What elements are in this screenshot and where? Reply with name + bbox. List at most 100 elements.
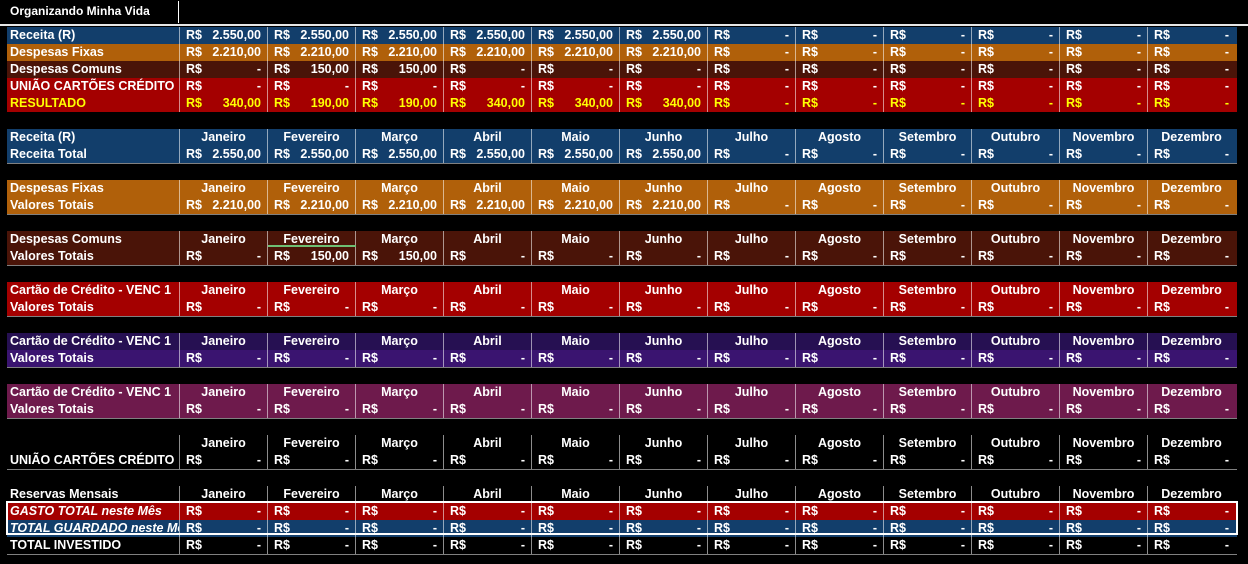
value-cell[interactable]: R$ - (1059, 248, 1147, 265)
value-cell[interactable]: R$ - (883, 537, 971, 554)
value-cell[interactable]: R$ - (707, 299, 795, 316)
month-header-cell[interactable]: Novembro (1059, 333, 1147, 350)
month-header-cell[interactable]: Abril (443, 333, 531, 350)
value-cell[interactable]: R$ - (883, 78, 971, 95)
value-cell[interactable]: R$ - (1059, 299, 1147, 316)
month-header-cell[interactable]: Setembro (883, 486, 971, 503)
month-header-cell[interactable]: Setembro (883, 333, 971, 350)
value-cell[interactable]: R$ - (179, 61, 267, 78)
value-cell[interactable]: R$ 190,00 (355, 95, 443, 112)
value-cell[interactable]: R$ 150,00 (267, 61, 355, 78)
month-header-cell[interactable]: Fevereiro (267, 486, 355, 503)
month-header-cell[interactable]: Março (355, 333, 443, 350)
value-cell[interactable]: R$ - (1147, 61, 1235, 78)
value-cell[interactable]: R$ - (971, 197, 1059, 214)
month-header-cell[interactable]: Junho (619, 231, 707, 248)
value-cell[interactable]: R$ - (1147, 503, 1235, 520)
value-cell[interactable]: R$ - (1059, 44, 1147, 61)
month-header-cell[interactable]: Março (355, 384, 443, 401)
value-cell[interactable]: R$ 2.210,00 (531, 44, 619, 61)
value-cell[interactable]: R$ - (795, 197, 883, 214)
row-label-cell[interactable]: Valores Totais (10, 402, 94, 416)
value-cell[interactable]: R$ 340,00 (619, 95, 707, 112)
month-header-cell[interactable]: Setembro (883, 231, 971, 248)
row-label-cell[interactable]: Receita Total (10, 147, 87, 161)
value-cell[interactable]: R$ - (883, 503, 971, 520)
month-header-cell[interactable]: Abril (443, 384, 531, 401)
month-header-cell[interactable]: Abril (443, 129, 531, 146)
value-cell[interactable]: R$ 2.550,00 (443, 27, 531, 44)
month-header-cell[interactable]: Julho (707, 231, 795, 248)
month-header-cell[interactable]: Julho (707, 384, 795, 401)
value-cell[interactable]: R$ - (1147, 95, 1235, 112)
value-cell[interactable]: R$ - (795, 44, 883, 61)
row-label-cell[interactable]: TOTAL INVESTIDO (10, 538, 122, 552)
value-cell[interactable]: R$ - (971, 350, 1059, 367)
row-label-cell[interactable]: Valores Totais (10, 249, 94, 263)
month-header-cell[interactable]: Janeiro (179, 384, 267, 401)
value-cell[interactable]: R$ - (179, 248, 267, 265)
value-cell[interactable]: R$ - (267, 299, 355, 316)
value-cell[interactable]: R$ - (531, 452, 619, 469)
month-header-cell[interactable]: Fevereiro (267, 180, 355, 197)
value-cell[interactable]: R$ - (707, 78, 795, 95)
value-cell[interactable]: R$ - (179, 452, 267, 469)
month-header-cell[interactable]: Novembro (1059, 486, 1147, 503)
value-cell[interactable]: R$ - (971, 452, 1059, 469)
value-cell[interactable]: R$ - (883, 61, 971, 78)
value-cell[interactable]: R$ - (795, 146, 883, 163)
month-header-cell[interactable]: Março (355, 180, 443, 197)
value-cell[interactable]: R$ - (179, 503, 267, 520)
value-cell[interactable]: R$ 340,00 (443, 95, 531, 112)
month-header-cell[interactable]: Outubro (971, 384, 1059, 401)
value-cell[interactable]: R$ - (883, 452, 971, 469)
month-header-cell[interactable]: Janeiro (179, 180, 267, 197)
value-cell[interactable]: R$ - (883, 197, 971, 214)
value-cell[interactable]: R$ 2.550,00 (267, 27, 355, 44)
value-cell[interactable]: R$ - (971, 61, 1059, 78)
value-cell[interactable]: R$ - (795, 452, 883, 469)
value-cell[interactable]: R$ - (1147, 401, 1235, 418)
value-cell[interactable]: R$ - (1059, 350, 1147, 367)
month-header-cell[interactable]: Junho (619, 435, 707, 452)
value-cell[interactable]: R$ - (1059, 197, 1147, 214)
value-cell[interactable]: R$ - (971, 248, 1059, 265)
row-label-cell[interactable]: Despesas Fixas (10, 45, 104, 59)
value-cell[interactable]: R$ - (971, 78, 1059, 95)
value-cell[interactable]: R$ - (1147, 27, 1235, 44)
row-label-cell[interactable]: Valores Totais (10, 351, 94, 365)
value-cell[interactable]: R$ - (971, 299, 1059, 316)
value-cell[interactable]: R$ - (1059, 95, 1147, 112)
value-cell[interactable]: R$ - (619, 503, 707, 520)
value-cell[interactable]: R$ - (355, 299, 443, 316)
section-header-cell[interactable]: Despesas Comuns (10, 232, 122, 246)
month-header-cell[interactable]: Abril (443, 180, 531, 197)
value-cell[interactable]: R$ 2.550,00 (179, 146, 267, 163)
value-cell[interactable]: R$ - (1147, 44, 1235, 61)
value-cell[interactable]: R$ - (1147, 537, 1235, 554)
month-header-cell[interactable]: Julho (707, 333, 795, 350)
month-header-cell[interactable]: Junho (619, 333, 707, 350)
month-header-cell[interactable]: Março (355, 486, 443, 503)
month-header-cell[interactable]: Outubro (971, 180, 1059, 197)
value-cell[interactable]: R$ 2.210,00 (355, 197, 443, 214)
value-cell[interactable]: R$ - (707, 61, 795, 78)
month-header-cell[interactable]: Dezembro (1147, 282, 1235, 299)
value-cell[interactable]: R$ - (1147, 248, 1235, 265)
month-header-cell[interactable]: Março (355, 231, 443, 248)
value-cell[interactable]: R$ - (531, 248, 619, 265)
month-header-cell[interactable]: Dezembro (1147, 129, 1235, 146)
value-cell[interactable]: R$ - (883, 27, 971, 44)
value-cell[interactable]: R$ - (795, 248, 883, 265)
value-cell[interactable]: R$ - (619, 78, 707, 95)
month-header-cell[interactable]: Janeiro (179, 486, 267, 503)
month-header-cell[interactable]: Abril (443, 282, 531, 299)
value-cell[interactable]: R$ - (443, 452, 531, 469)
value-cell[interactable]: R$ - (1147, 146, 1235, 163)
month-header-cell[interactable]: Dezembro (1147, 231, 1235, 248)
month-header-cell[interactable]: Agosto (795, 231, 883, 248)
value-cell[interactable]: R$ - (619, 350, 707, 367)
month-header-cell[interactable]: Agosto (795, 384, 883, 401)
value-cell[interactable]: R$ - (619, 61, 707, 78)
month-header-cell[interactable]: Setembro (883, 129, 971, 146)
